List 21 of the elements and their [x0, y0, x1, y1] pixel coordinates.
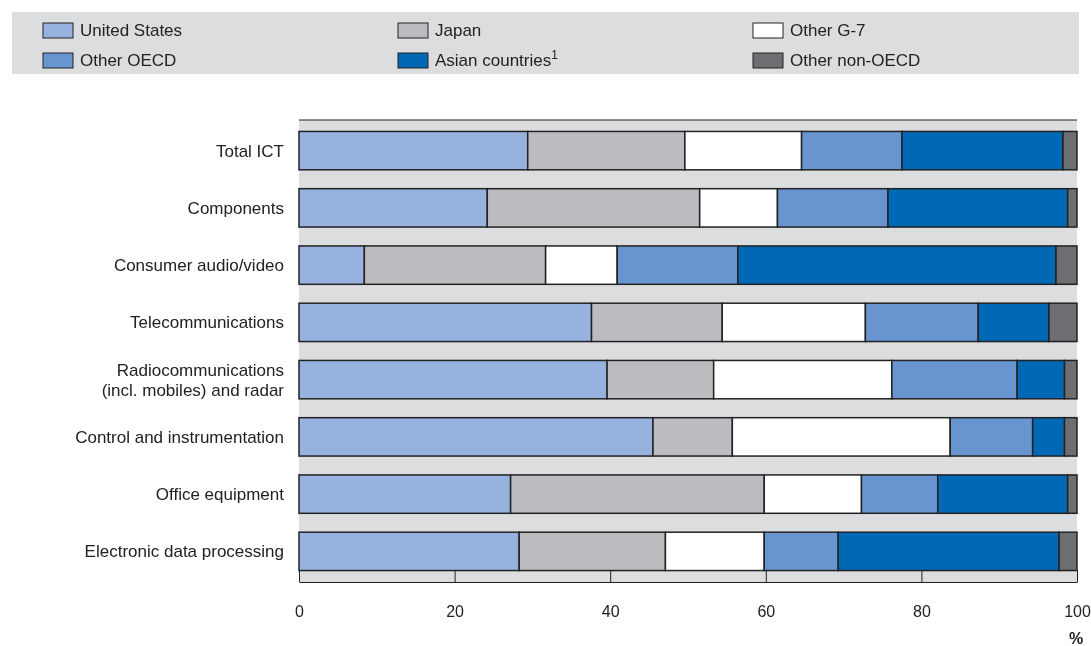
y-tick-label: Control and instrumentation [75, 427, 284, 447]
x-axis-title: % [1069, 630, 1084, 646]
x-tick-label: 0 [295, 603, 305, 621]
legend-label: United States [80, 21, 183, 40]
x-tick-label: 80 [913, 603, 931, 621]
legend-label: Other G-7 [790, 21, 866, 40]
x-tick-label: 20 [446, 603, 465, 621]
y-tick-label: Radiocommunications (incl. mobiles) and radar [101, 360, 285, 400]
y-tick-label: Telecommunications [129, 313, 284, 333]
x-tick-label: 60 [757, 603, 776, 621]
legend-label: Asian countries$^{1}$ [435, 48, 559, 70]
legend-label: Other non-OECD [790, 51, 921, 70]
x-tick-label: 40 [601, 603, 620, 621]
x-tick-label: 100 [1064, 603, 1091, 621]
y-tick-label: Components [187, 198, 284, 218]
legend-label: Other OECD [80, 51, 177, 70]
y-tick-label: Total ICT [215, 141, 284, 161]
y-tick-label: Consumer audio/video [113, 256, 284, 276]
legend-label: Japan [435, 21, 482, 40]
y-tick-label: Electronic data processing [84, 542, 284, 562]
y-tick-label: Office equipment [155, 485, 285, 505]
